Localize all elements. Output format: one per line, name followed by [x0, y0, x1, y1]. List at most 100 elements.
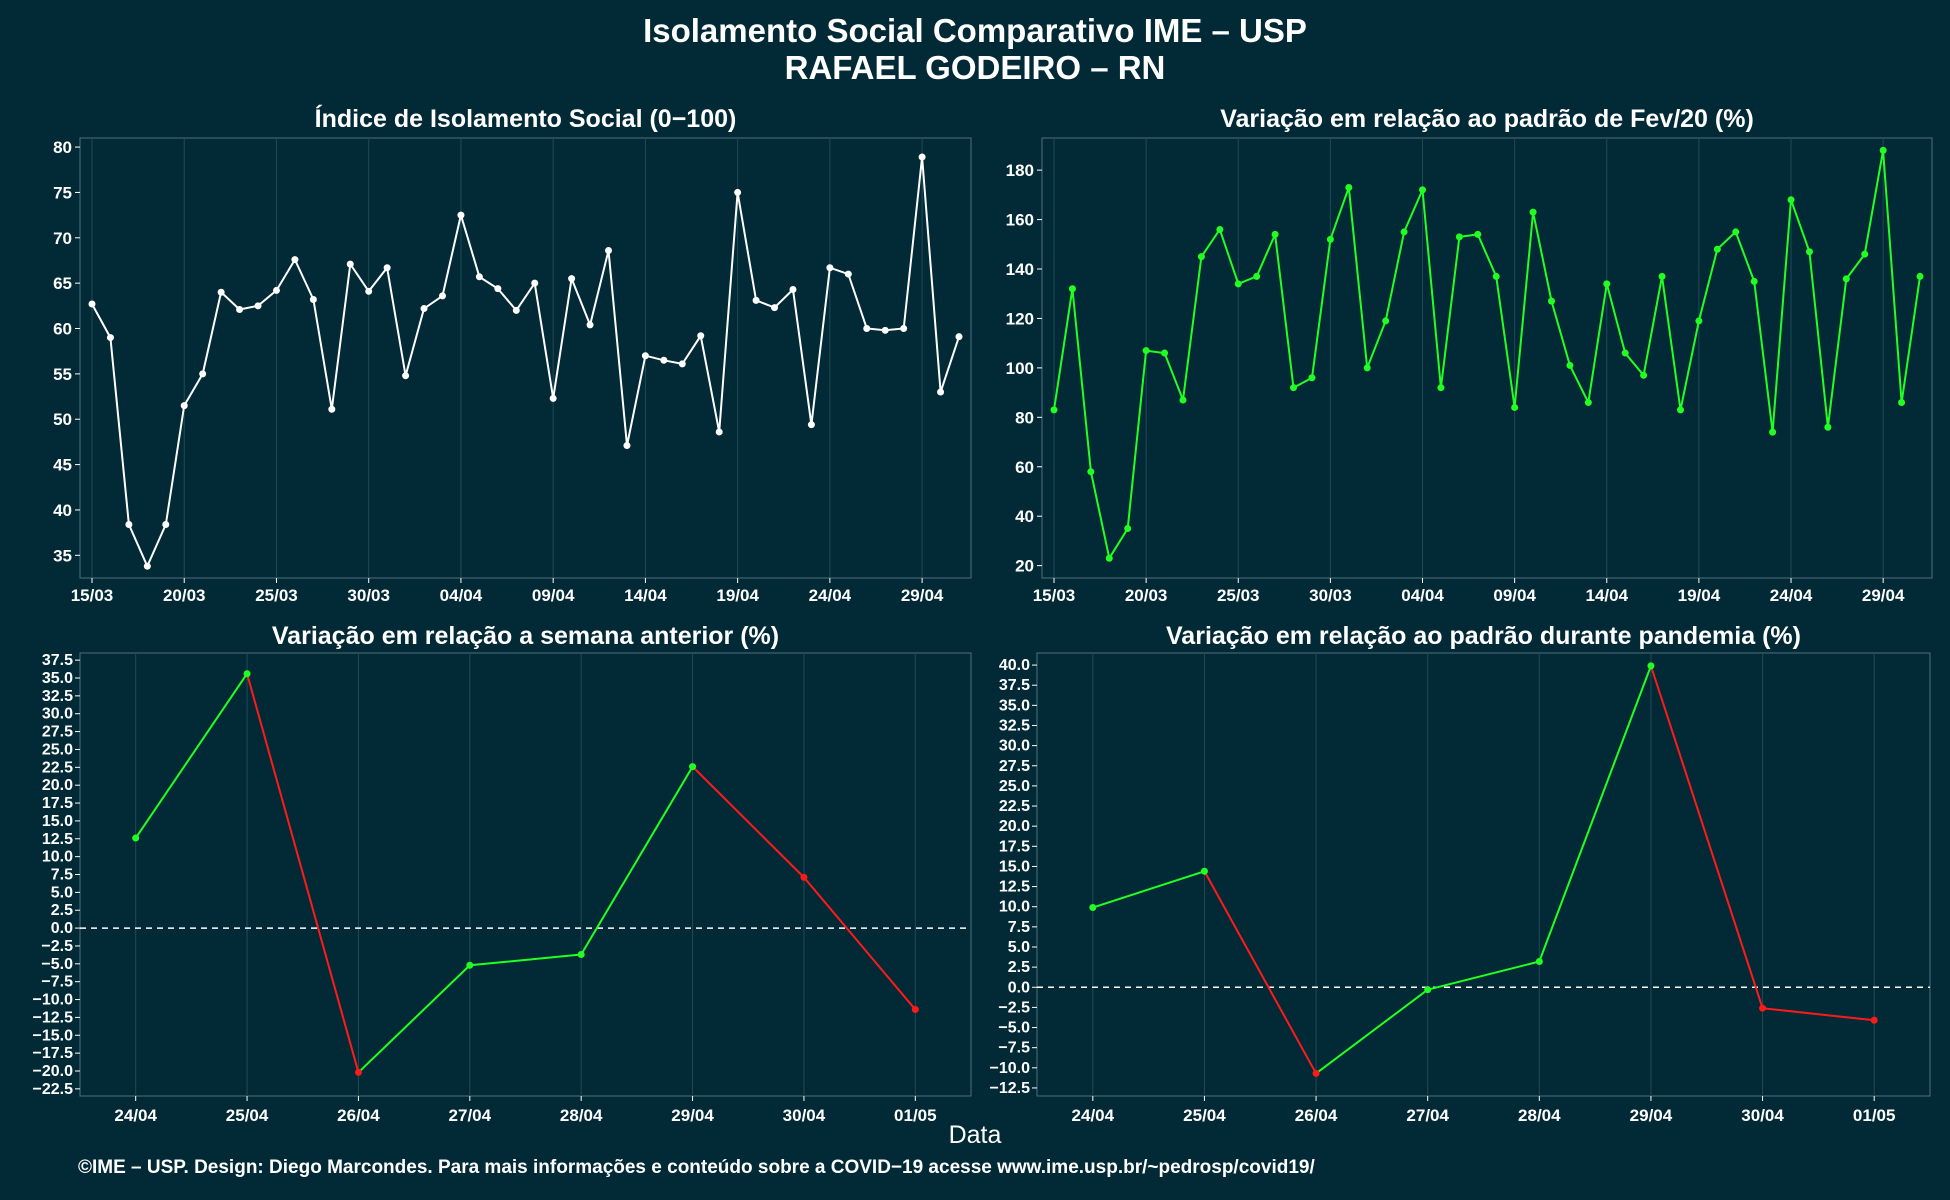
y-tick-label: 20.0	[42, 777, 73, 794]
y-tick-label: 10.0	[999, 899, 1030, 916]
x-tick-label: 25/03	[1217, 586, 1260, 605]
data-point	[466, 961, 474, 969]
chart-isolation-index: Índice de Isolamento Social (0−100) 15/03…	[53, 104, 972, 605]
y-tick-label: 12.5	[42, 831, 73, 848]
data-point	[365, 287, 373, 295]
x-tick-label: 04/04	[1401, 586, 1444, 605]
data-point	[291, 256, 299, 264]
data-point	[457, 211, 465, 219]
panel-variation-feb: Variação em relação ao padrão de Fev/20 …	[975, 0, 1950, 610]
y-tick-label: −12.5	[33, 1009, 74, 1026]
plot-border	[79, 652, 972, 1097]
data-point	[715, 428, 723, 436]
x-tick-label: 28/04	[560, 1106, 603, 1125]
y-tick-label: 180	[1006, 161, 1034, 180]
x-tick-label: 26/04	[337, 1106, 380, 1125]
series-segment	[1315, 988, 1429, 1075]
y-tick-label: 7.5	[51, 867, 73, 884]
data-point	[354, 1068, 362, 1076]
data-point	[531, 279, 539, 287]
x-tick-label: 30/03	[347, 586, 390, 605]
data-point	[955, 333, 963, 341]
x-tick-label: 19/04	[716, 586, 759, 605]
x-tick-label: 01/05	[894, 1106, 937, 1125]
y-tick-label: −12.5	[990, 1080, 1031, 1097]
data-point	[125, 520, 133, 528]
data-point	[346, 260, 354, 268]
data-point	[1161, 349, 1169, 357]
x-tick-label: 26/04	[1295, 1106, 1338, 1125]
series-line	[1053, 150, 1921, 561]
series-segment	[1427, 960, 1540, 991]
data-point	[1124, 525, 1132, 533]
panel-variation-previous-week: Variação em relação a semana anterior (%…	[0, 610, 975, 1125]
data-point	[1326, 235, 1334, 243]
data-point	[771, 304, 779, 312]
data-point	[1870, 1016, 1878, 1024]
series-segment	[1092, 870, 1205, 909]
plot-border	[79, 137, 972, 579]
x-tick-label: 20/03	[163, 586, 206, 605]
y-tick-label: 20	[1015, 557, 1034, 576]
y-tick-label: 25.0	[42, 741, 73, 758]
y-tick-label: −5.0	[998, 1020, 1030, 1037]
data-point	[1547, 297, 1555, 305]
y-tick-label: 0.0	[51, 920, 73, 937]
x-tick-label: 15/03	[1033, 586, 1076, 605]
data-point	[918, 153, 926, 161]
data-point	[826, 264, 834, 272]
data-point	[586, 321, 594, 329]
y-tick-label: 40	[53, 501, 72, 520]
data-point	[1312, 1069, 1320, 1077]
y-tick-label: −15.0	[33, 1027, 74, 1044]
data-point	[807, 421, 815, 429]
x-tick-label: 09/04	[1493, 586, 1536, 605]
x-tick-label: 29/04	[1862, 586, 1905, 605]
panel-title: Variação em relação ao padrão durante pa…	[1166, 622, 1801, 650]
y-tick-label: 17.5	[42, 795, 73, 812]
data-point	[900, 325, 908, 333]
y-tick-label: 20.0	[999, 818, 1030, 835]
data-point	[494, 285, 502, 293]
chart-variation-pandemic: Variação em relação ao padrão durante pa…	[990, 622, 1931, 1125]
data-point	[1861, 250, 1869, 258]
y-tick-label: −5.0	[41, 956, 73, 973]
plot-border	[1041, 137, 1933, 579]
data-point	[402, 372, 410, 380]
data-point	[1750, 277, 1758, 285]
x-tick-label: 14/04	[624, 586, 667, 605]
data-point	[1511, 403, 1519, 411]
series-segment	[357, 964, 471, 1074]
data-point	[1253, 272, 1261, 280]
data-point	[132, 834, 140, 842]
y-tick-label: 100	[1006, 359, 1034, 378]
data-point	[1455, 233, 1463, 241]
series-segment	[1538, 665, 1652, 962]
data-point	[1308, 374, 1316, 382]
data-point	[1382, 317, 1390, 325]
data-point	[1787, 196, 1795, 204]
title-line-2: RAFAEL GODEIRO – RN	[784, 49, 1166, 86]
x-tick-label: 24/04	[809, 586, 852, 605]
series-line	[91, 156, 960, 569]
series-segment	[1649, 665, 1764, 1009]
title-line-1: Isolamento Social Comparativo IME – USP	[643, 12, 1307, 49]
x-tick-label: 04/04	[440, 586, 483, 605]
y-tick-label: 32.5	[999, 717, 1030, 734]
data-point	[1916, 272, 1924, 280]
y-tick-label: 60	[1015, 458, 1034, 477]
data-point	[937, 388, 945, 396]
plot-border	[1036, 652, 1931, 1097]
main-title: Isolamento Social Comparativo IME – USP …	[0, 12, 1950, 86]
y-tick-label: −20.0	[33, 1063, 74, 1080]
data-point	[1732, 228, 1740, 236]
footer-credit: ©IME – USP. Design: Diego Marcondes. Par…	[78, 1157, 1315, 1178]
data-point	[1898, 398, 1906, 406]
y-tick-label: −2.5	[998, 999, 1030, 1016]
x-tick-label: 15/03	[71, 586, 114, 605]
data-point	[1474, 230, 1482, 238]
data-point	[383, 264, 391, 272]
y-tick-label: 2.5	[1008, 959, 1030, 976]
y-tick-label: −2.5	[41, 938, 73, 955]
data-point	[641, 352, 649, 360]
